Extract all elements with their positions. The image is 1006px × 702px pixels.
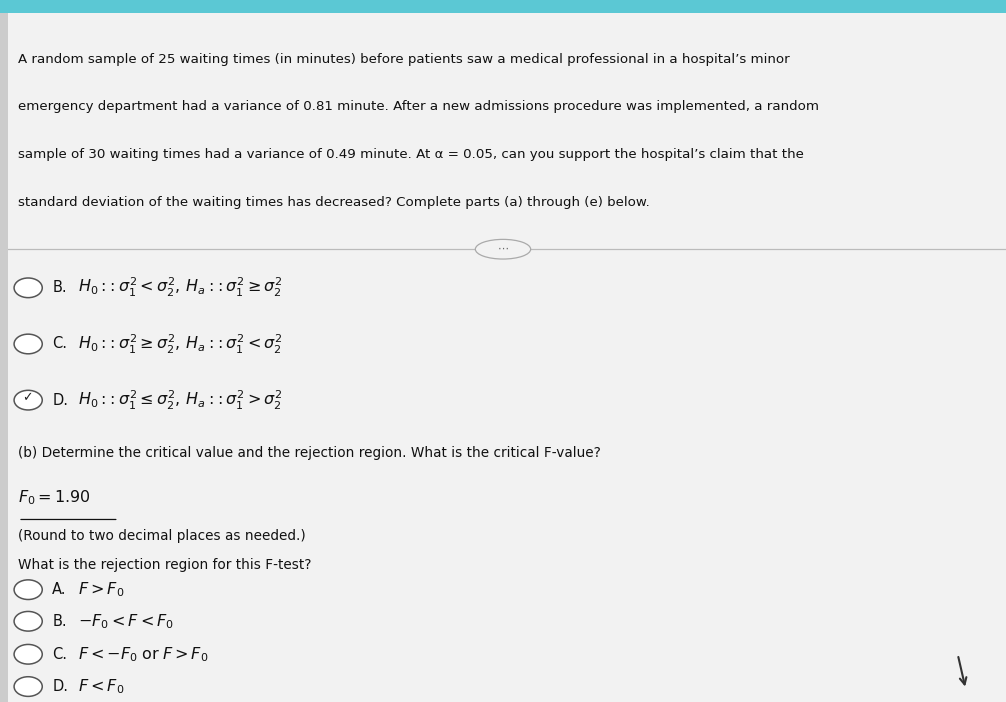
Text: $F > F_0$: $F > F_0$: [78, 581, 125, 599]
Circle shape: [14, 580, 42, 600]
Text: What is the rejection region for this F-test?: What is the rejection region for this F-…: [18, 558, 312, 572]
Text: C.: C.: [52, 336, 67, 352]
Circle shape: [14, 390, 42, 410]
Ellipse shape: [475, 239, 530, 259]
Text: (b) Determine the critical value and the rejection region. What is the critical : (b) Determine the critical value and the…: [18, 446, 601, 460]
Text: $F < -F_0 \; \mathrm{or} \; F > F_0$: $F < -F_0 \; \mathrm{or} \; F > F_0$: [78, 645, 209, 663]
Text: ⋯: ⋯: [497, 244, 509, 254]
Text: B.: B.: [52, 280, 67, 296]
Circle shape: [14, 677, 42, 696]
Text: $H_0:\!:\sigma_1^2 \leq \sigma_2^2,\, H_a:\!:\sigma_1^2 > \sigma_2^2$: $H_0:\!:\sigma_1^2 \leq \sigma_2^2,\, H_…: [78, 388, 283, 412]
Text: (Round to two decimal places as needed.): (Round to two decimal places as needed.): [18, 529, 306, 543]
Text: standard deviation of the waiting times has decreased? Complete parts (a) throug: standard deviation of the waiting times …: [18, 196, 650, 209]
Text: D.: D.: [52, 679, 68, 694]
Circle shape: [14, 334, 42, 354]
Text: sample of 30 waiting times had a variance of 0.49 minute. At α = 0.05, can you s: sample of 30 waiting times had a varianc…: [18, 148, 804, 161]
Text: A.: A.: [52, 582, 66, 597]
Text: C.: C.: [52, 647, 67, 662]
Text: B.: B.: [52, 614, 67, 629]
Text: A random sample of 25 waiting times (in minutes) before patients saw a medical p: A random sample of 25 waiting times (in …: [18, 53, 790, 66]
Text: D.: D.: [52, 392, 68, 408]
Text: ✓: ✓: [22, 391, 32, 404]
Text: $-F_0 < F < F_0$: $-F_0 < F < F_0$: [78, 612, 175, 630]
Circle shape: [14, 278, 42, 298]
Text: $H_0:\!:\sigma_1^2 \geq \sigma_2^2,\, H_a:\!:\sigma_1^2 < \sigma_2^2$: $H_0:\!:\sigma_1^2 \geq \sigma_2^2,\, H_…: [78, 332, 283, 356]
Text: $F_0 = 1.90$: $F_0 = 1.90$: [18, 488, 91, 507]
FancyBboxPatch shape: [0, 0, 8, 702]
Text: $F < F_0$: $F < F_0$: [78, 677, 125, 696]
Text: $H_0:\!:\sigma_1^2 < \sigma_2^2,\, H_a:\!:\sigma_1^2 \geq \sigma_2^2$: $H_0:\!:\sigma_1^2 < \sigma_2^2,\, H_a:\…: [78, 276, 283, 300]
FancyBboxPatch shape: [0, 0, 1006, 13]
Circle shape: [14, 644, 42, 664]
Text: emergency department had a variance of 0.81 minute. After a new admissions proce: emergency department had a variance of 0…: [18, 100, 819, 114]
Circle shape: [14, 611, 42, 631]
